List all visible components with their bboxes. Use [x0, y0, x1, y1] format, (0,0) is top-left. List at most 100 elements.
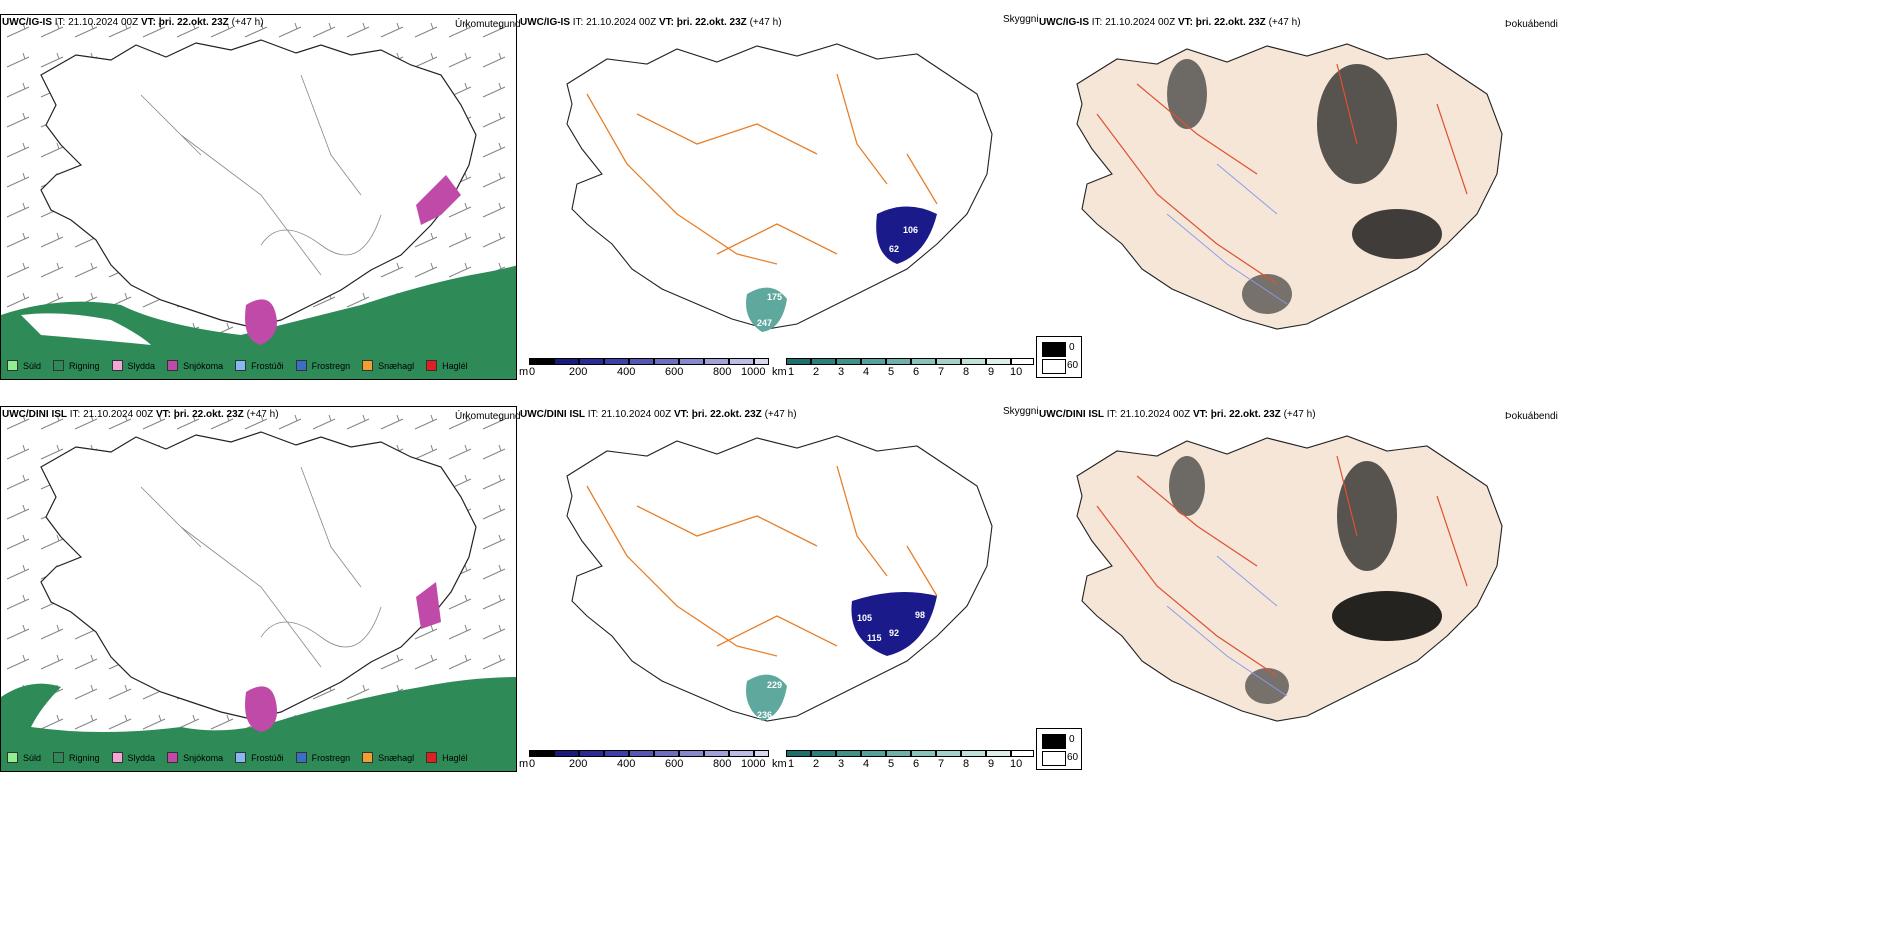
model-name: UWC/IG-IS	[1039, 17, 1089, 28]
legend-label: Frostregn	[311, 752, 351, 763]
colorbar-segment	[986, 750, 1011, 757]
colorbar-segment	[886, 358, 911, 365]
legend-item: Frostregn	[295, 360, 351, 371]
legend-label: Rigning	[69, 752, 100, 763]
it-value: 21.10.2024 00Z	[1120, 409, 1191, 420]
fog-legend-swatch	[1042, 342, 1066, 357]
legend-swatch	[362, 752, 374, 763]
colorbar-segment	[836, 750, 861, 757]
colorbar-tick: 3	[838, 366, 845, 378]
legend-label: Frostúði	[251, 752, 284, 763]
vt-label: VT:	[155, 409, 171, 420]
colorbar-tick: 10	[1010, 758, 1023, 770]
colorbar-tick: 2	[813, 366, 820, 378]
colorbar-tick: 8	[963, 366, 970, 378]
legend-label: Snjókoma	[183, 360, 224, 371]
vt-value: þri. 22.okt. 23Z	[691, 409, 762, 420]
iceland-outline	[40, 431, 477, 720]
colorbar-segment	[629, 750, 654, 757]
colorbar-tick: 9	[988, 758, 995, 770]
legend-item: Rigning	[53, 752, 100, 763]
vt-label: VT:	[673, 409, 689, 420]
colorbar-tick: 5	[888, 366, 895, 378]
legend-swatch	[295, 360, 307, 371]
legend-label: Haglél	[442, 360, 468, 371]
legend-label: Slydda	[127, 752, 156, 763]
legend-swatch	[7, 360, 18, 371]
legend-label: Frostregn	[311, 360, 351, 371]
cloud-panel-row2: 137 98 105 115 92 229 236	[517, 406, 1037, 772]
vt-value: þri. 22.okt. 23Z	[1210, 409, 1281, 420]
legend-swatch	[111, 752, 123, 763]
colorbar-segment	[836, 358, 861, 365]
panel-title-cloud: Skyggni	[1003, 14, 1039, 25]
colorbar-segment	[529, 750, 554, 757]
vt-value: þri. 22.okt. 23Z	[158, 17, 229, 28]
row2-header-right: UWC/DINI ISL IT: 21.10.2024 00Z VT: þri.…	[1039, 409, 1316, 420]
legend-swatch	[295, 752, 307, 763]
colorbar-segment	[911, 358, 936, 365]
colorbar-tick: 600	[665, 758, 684, 770]
colorbar-tick: 6	[913, 758, 920, 770]
legend-label: Frostúði	[251, 360, 284, 371]
legend-swatch	[167, 752, 179, 763]
colorbar-segment	[936, 358, 961, 365]
snow-area	[245, 686, 277, 732]
ceiling-label: 137	[937, 598, 952, 608]
colorbar-segment	[986, 358, 1011, 365]
legend-item: Rigning	[53, 360, 100, 371]
it-label: IT:	[1106, 409, 1118, 420]
colorbar-segment	[554, 358, 579, 365]
legend-label: Súld	[23, 752, 42, 763]
colorbar-tick: 0	[529, 366, 536, 378]
colorbar-segment	[654, 358, 679, 365]
row2-header-mid: UWC/DINI ISL IT: 21.10.2024 00Z VT: þri.…	[520, 409, 797, 420]
colorbar-segment	[579, 750, 604, 757]
colorbar-segment	[811, 750, 836, 757]
colorbar-segment	[754, 358, 769, 365]
colorbar-segment	[886, 750, 911, 757]
colorbar-segment	[811, 358, 836, 365]
colorbar-tick: 9	[988, 366, 995, 378]
fog-legend-swatch	[1042, 359, 1066, 374]
colorbar-segment	[861, 358, 886, 365]
legend-swatch	[53, 360, 65, 371]
legend-item: Súld	[7, 360, 41, 371]
colorbar-tick: 0	[529, 758, 536, 770]
fog-legend-label: 60	[1067, 752, 1079, 763]
colorbar-segment	[704, 358, 729, 365]
precip-type-map	[1, 407, 516, 771]
legend-item: Snæhagl	[362, 752, 414, 763]
fog-legend: 0 60	[1036, 728, 1082, 770]
panel-title-cloud: Skyggni	[1003, 406, 1039, 417]
colorbar-tick: 7	[938, 758, 945, 770]
precip-legend: Súld Rigning Slydda Snjókoma Frostúði Fr…	[7, 360, 480, 371]
legend-item: Snjókoma	[167, 360, 223, 371]
vt-label: VT:	[658, 17, 674, 28]
model-name: UWC/IG-IS	[520, 17, 570, 28]
colorbar-segment	[529, 358, 554, 365]
ceiling-label: 105	[857, 613, 872, 623]
colorbar-segment	[679, 358, 704, 365]
colorbar-tick: 3	[838, 758, 845, 770]
panel-title-fog: Þokuábendi	[1505, 411, 1558, 422]
ceiling-label: 92	[889, 628, 899, 638]
colorbar-segment	[704, 750, 729, 757]
legend-label: Rigning	[69, 360, 100, 371]
it-label: IT:	[1091, 17, 1103, 28]
iceland-outline	[566, 435, 993, 722]
ceiling-label: 106	[903, 225, 918, 235]
colorbar-tick: 7	[938, 366, 945, 378]
colorbar-segment	[604, 750, 629, 757]
fog-legend-label: 60	[1067, 360, 1079, 371]
rain-area	[1, 265, 516, 379]
legend-item: Frostúði	[235, 752, 284, 763]
it-value: 21.10.2024 00Z	[586, 17, 657, 28]
vt-label: VT:	[1192, 409, 1208, 420]
legend-item: Haglél	[426, 360, 468, 371]
colorbar-segment	[961, 358, 986, 365]
legend-label: Snæhagl	[378, 360, 415, 371]
colorbar-segment	[654, 750, 679, 757]
ceiling-label: 62	[889, 244, 899, 254]
legend-item: Slydda	[111, 752, 156, 763]
